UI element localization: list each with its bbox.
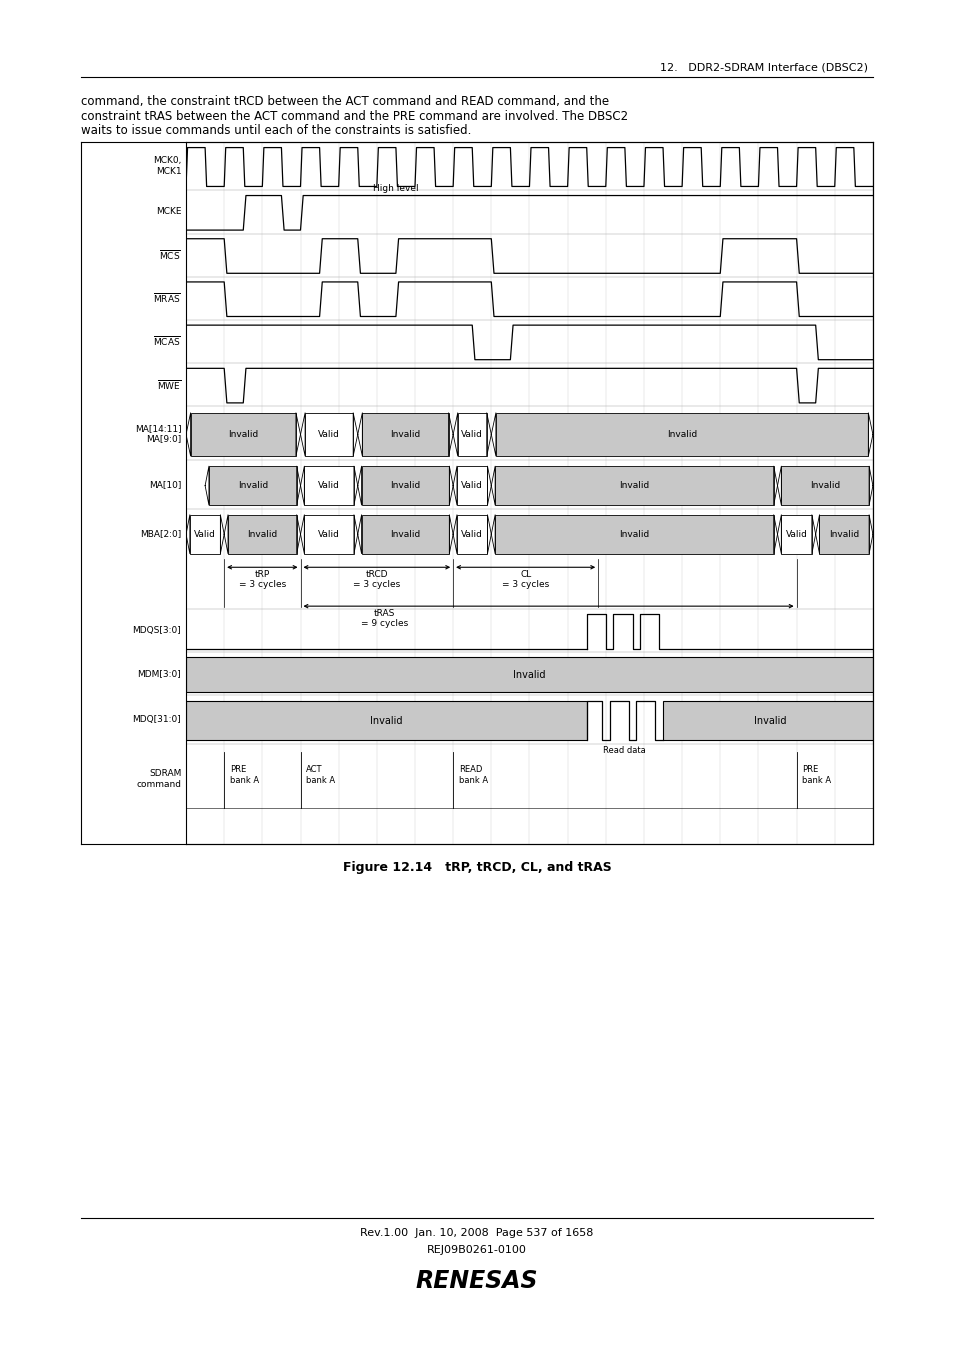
Text: MDM[3:0]: MDM[3:0] xyxy=(137,670,181,678)
Text: MBA[2:0]: MBA[2:0] xyxy=(140,529,181,537)
Text: MCK0,
MCK1: MCK0, MCK1 xyxy=(152,157,181,176)
Bar xyxy=(362,413,448,456)
Text: High level: High level xyxy=(373,184,418,193)
Text: Invalid: Invalid xyxy=(809,481,840,490)
Bar xyxy=(190,514,220,554)
Text: Valid: Valid xyxy=(461,529,482,539)
Bar xyxy=(662,701,872,740)
Text: Invalid: Invalid xyxy=(237,481,268,490)
Text: Invalid: Invalid xyxy=(390,429,420,439)
Text: tRAS
= 9 cycles: tRAS = 9 cycles xyxy=(360,609,408,628)
Bar xyxy=(819,514,868,554)
Text: Invalid: Invalid xyxy=(753,716,785,725)
Text: Valid: Valid xyxy=(461,429,482,439)
Bar xyxy=(304,514,354,554)
Text: SDRAM
command: SDRAM command xyxy=(136,769,181,788)
Text: Invalid: Invalid xyxy=(247,529,277,539)
Bar xyxy=(496,413,867,456)
Text: 12.   DDR2-SDRAM Interface (DBSC2): 12. DDR2-SDRAM Interface (DBSC2) xyxy=(659,63,867,73)
Text: Valid: Valid xyxy=(318,481,339,490)
Text: tRCD
= 3 cycles: tRCD = 3 cycles xyxy=(353,570,400,590)
Text: RENESAS: RENESAS xyxy=(416,1269,537,1293)
Text: Invalid: Invalid xyxy=(618,481,649,490)
Text: READ
bank A: READ bank A xyxy=(458,765,488,784)
Text: command, the constraint tRCD between the ACT command and READ command, and the
c: command, the constraint tRCD between the… xyxy=(81,95,628,138)
Bar xyxy=(456,514,487,554)
Text: Read data: Read data xyxy=(603,747,645,756)
Text: MA[14:11]
MA[9:0]: MA[14:11] MA[9:0] xyxy=(134,424,181,443)
Text: PRE
bank A: PRE bank A xyxy=(801,765,831,784)
Text: Valid: Valid xyxy=(194,529,215,539)
Bar xyxy=(305,413,353,456)
Bar xyxy=(304,466,354,505)
Text: MDQS[3:0]: MDQS[3:0] xyxy=(132,626,181,634)
Text: MA[10]: MA[10] xyxy=(149,481,181,489)
Text: $\overline{\mathsf{MWE}}$: $\overline{\mathsf{MWE}}$ xyxy=(156,378,181,392)
Bar xyxy=(186,657,872,691)
Bar xyxy=(186,701,586,740)
Text: CL
= 3 cycles: CL = 3 cycles xyxy=(501,570,549,590)
Text: Rev.1.00  Jan. 10, 2008  Page 537 of 1658: Rev.1.00 Jan. 10, 2008 Page 537 of 1658 xyxy=(360,1228,593,1238)
Bar xyxy=(781,514,811,554)
Bar xyxy=(209,466,296,505)
Bar xyxy=(228,514,296,554)
Bar xyxy=(361,514,449,554)
Text: MDQ[31:0]: MDQ[31:0] xyxy=(132,716,181,724)
Text: Invalid: Invalid xyxy=(618,529,649,539)
Text: Valid: Valid xyxy=(785,529,806,539)
Text: Invalid: Invalid xyxy=(390,481,420,490)
Text: Invalid: Invalid xyxy=(828,529,859,539)
Text: Valid: Valid xyxy=(318,529,339,539)
Text: $\overline{\mathsf{MCS}}$: $\overline{\mathsf{MCS}}$ xyxy=(159,248,181,262)
Text: Figure 12.14   tRP, tRCD, CL, and tRAS: Figure 12.14 tRP, tRCD, CL, and tRAS xyxy=(342,861,611,873)
Bar xyxy=(495,466,773,505)
Text: $\overline{\mathsf{MRAS}}$: $\overline{\mathsf{MRAS}}$ xyxy=(153,292,181,305)
Text: tRP
= 3 cycles: tRP = 3 cycles xyxy=(238,570,286,590)
Bar xyxy=(457,413,486,456)
Bar xyxy=(781,466,868,505)
Bar xyxy=(191,413,295,456)
Text: Invalid: Invalid xyxy=(390,529,420,539)
Text: REJ09B0261-0100: REJ09B0261-0100 xyxy=(427,1245,526,1254)
Text: MCKE: MCKE xyxy=(155,208,181,216)
Text: Invalid: Invalid xyxy=(666,429,697,439)
Text: ACT
bank A: ACT bank A xyxy=(306,765,335,784)
Text: Valid: Valid xyxy=(461,481,482,490)
Text: Invalid: Invalid xyxy=(370,716,402,725)
Bar xyxy=(495,514,773,554)
Text: $\overline{\mathsf{MCAS}}$: $\overline{\mathsf{MCAS}}$ xyxy=(153,335,181,348)
Text: Invalid: Invalid xyxy=(228,429,258,439)
Text: Invalid: Invalid xyxy=(513,670,545,679)
Bar xyxy=(361,466,449,505)
Text: PRE
bank A: PRE bank A xyxy=(230,765,259,784)
Text: Valid: Valid xyxy=(318,429,339,439)
Bar xyxy=(456,466,487,505)
